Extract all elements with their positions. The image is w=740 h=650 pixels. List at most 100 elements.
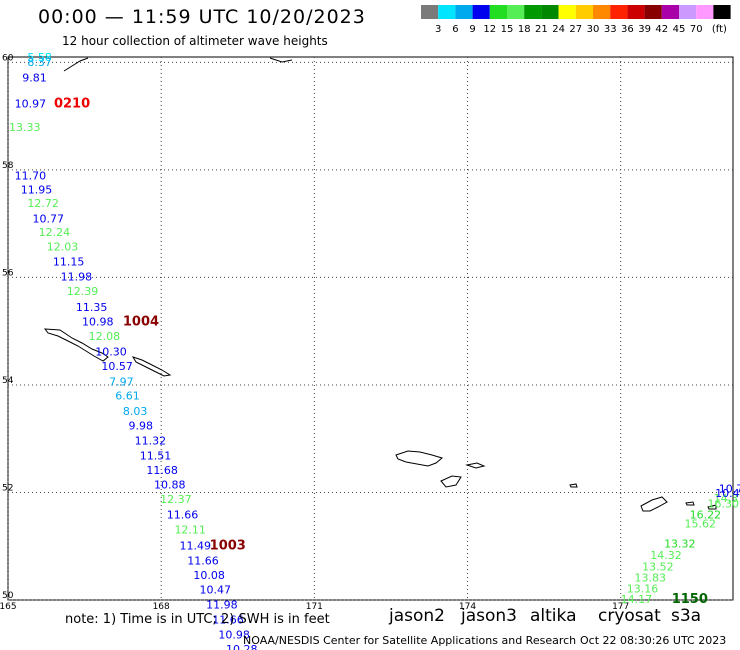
legend-color-cell bbox=[679, 5, 697, 19]
wave-height-label: 9.98 bbox=[128, 420, 153, 433]
legend-tick-label: 30 bbox=[587, 24, 600, 35]
legend-tick-label: 18 bbox=[518, 24, 531, 35]
wave-height-label: 12.72 bbox=[27, 197, 59, 210]
color-scale-legend: 3 6 9 12 15 18 21 24 27 30 33 36 39 42 45 70 (ft) bbox=[421, 5, 731, 35]
wave-height-label: 11.95 bbox=[21, 184, 53, 197]
longitude-tick-label: 168 bbox=[153, 602, 170, 612]
wave-height-label: 10.97 bbox=[15, 98, 47, 111]
pass-time-label: 1003 bbox=[210, 538, 246, 553]
wave-height-label: 10.47 bbox=[199, 584, 231, 597]
legend-tick-label: 15 bbox=[501, 24, 514, 35]
legend-tick-label: 39 bbox=[638, 24, 651, 35]
wave-height-label: 13.32 bbox=[664, 537, 696, 550]
map-subtitle: 12 hour collection of altimeter wave hei… bbox=[62, 34, 328, 48]
legend-color-cell bbox=[524, 5, 542, 19]
wave-height-label: 12.03 bbox=[47, 241, 79, 254]
wave-height-label: 11.98 bbox=[206, 599, 238, 612]
wave-height-label: 12.11 bbox=[174, 523, 206, 536]
wave-height-label: 14.17 bbox=[621, 593, 653, 606]
wave-height-label: 11.66 bbox=[187, 555, 219, 568]
legend-color-cell bbox=[713, 5, 731, 19]
coastline-rat-islands bbox=[640, 496, 668, 512]
wave-height-label: 11.70 bbox=[15, 170, 47, 183]
credit-line: NOAA/NESDIS Center for Satellite Applica… bbox=[243, 634, 577, 647]
legend-jason3: jason3 bbox=[461, 606, 517, 626]
wave-height-label: 12.37 bbox=[160, 493, 192, 506]
legend-color-cell bbox=[696, 5, 714, 19]
legend-tick-label: 45 bbox=[673, 24, 686, 35]
coastline-kamchatka-edge bbox=[63, 57, 293, 72]
longitude-tick-label: 177 bbox=[612, 602, 629, 612]
legend-tick-label: 33 bbox=[604, 24, 617, 35]
legend-tick-label: 6 bbox=[452, 24, 458, 35]
wave-height-label: 9.81 bbox=[22, 72, 47, 85]
wave-height-label: 13.33 bbox=[9, 121, 41, 134]
coastline-small-island-d bbox=[685, 501, 695, 506]
longitude-tick-label: 171 bbox=[306, 602, 323, 612]
latitude-tick-label: 52 bbox=[2, 483, 13, 493]
legend-tick-label: (ft) bbox=[712, 24, 727, 35]
pass-time-label: 1150 bbox=[672, 592, 708, 607]
coastline-bering-island bbox=[43, 328, 109, 362]
legend-tick-label: 42 bbox=[655, 24, 668, 35]
legend-color-cell bbox=[455, 5, 473, 19]
legend-s3a: s3a bbox=[671, 606, 702, 626]
wave-height-label: 11.35 bbox=[76, 301, 108, 314]
coastline-medny-island bbox=[131, 356, 172, 377]
legend-tick-label: 9 bbox=[469, 24, 475, 35]
wave-height-label: 10.28 bbox=[226, 643, 258, 650]
latitude-tick-label: 58 bbox=[2, 161, 14, 171]
wave-height-label: 10.88 bbox=[154, 479, 186, 492]
pass-time-label: 1004 bbox=[123, 314, 159, 329]
wave-height-label: 14.32 bbox=[650, 549, 682, 562]
legend-altika: altika bbox=[530, 606, 577, 626]
legend-color-cell bbox=[644, 5, 662, 19]
legend-color-cell bbox=[593, 5, 611, 19]
wave-height-label: 11.15 bbox=[53, 256, 85, 269]
wave-height-label: 14.31 bbox=[714, 492, 740, 505]
wave-height-label: 13.52 bbox=[642, 560, 674, 573]
wave-height-label: 13.16 bbox=[627, 582, 659, 595]
coastline-small-island-a bbox=[465, 462, 486, 469]
coastline-small-island-b bbox=[440, 475, 462, 488]
coastline-small-island-c bbox=[569, 483, 578, 488]
legend-color-cell bbox=[661, 5, 679, 19]
legend-tick-label: 70 bbox=[690, 24, 703, 35]
wave-height-label: 7.97 bbox=[109, 375, 134, 388]
legend-color-cell bbox=[575, 5, 593, 19]
longitude-tick-label: 174 bbox=[459, 602, 476, 612]
wave-height-label: 11.51 bbox=[140, 450, 172, 463]
wave-height-label: 11.32 bbox=[135, 435, 167, 448]
legend-color-cell bbox=[507, 5, 525, 19]
legend-tick-label: 3 bbox=[435, 24, 441, 35]
legend-tick-label: 21 bbox=[535, 24, 548, 35]
longitude-tick-label: 165 bbox=[0, 602, 17, 612]
wave-height-label: 11.49 bbox=[180, 539, 212, 552]
wave-height-label: 12.39 bbox=[67, 285, 99, 298]
latitude-tick-label: 54 bbox=[2, 376, 14, 386]
wave-height-label: 8.03 bbox=[123, 405, 148, 418]
legend-tick-label: 36 bbox=[621, 24, 634, 35]
wave-height-label: 6.61 bbox=[115, 389, 140, 402]
wave-height-label: 10.77 bbox=[33, 213, 65, 226]
legend-color-cell bbox=[472, 5, 490, 19]
legend-color-cell bbox=[610, 5, 628, 19]
legend-tick-label: 24 bbox=[552, 24, 565, 35]
coastline-small-island-e bbox=[707, 504, 717, 510]
map-title: 00:00 — 11:59 UTC 10/20/2023 bbox=[38, 6, 366, 28]
footer-note: note: 1) Time is in UTC; 2) SWH is in fe… bbox=[65, 612, 330, 627]
wave-height-label: 12.24 bbox=[39, 226, 71, 239]
wave-height-label: 10.4 bbox=[715, 487, 740, 500]
legend-color-cell bbox=[489, 5, 507, 19]
wave-height-label: 10.7 bbox=[719, 482, 740, 495]
legend-color-cell bbox=[558, 5, 576, 19]
latitude-tick-label: 60 bbox=[2, 53, 14, 63]
wave-height-label: 10.08 bbox=[193, 569, 225, 582]
wave-height-label: 12.08 bbox=[89, 330, 121, 343]
wave-height-label: 10.30 bbox=[95, 345, 127, 358]
generated-timestamp: Oct 22 08:30:26 UTC 2023 bbox=[580, 634, 727, 647]
legend-jason2: jason2 bbox=[389, 606, 445, 626]
legend-color-cell bbox=[541, 5, 559, 19]
latitude-tick-label: 50 bbox=[2, 591, 14, 601]
